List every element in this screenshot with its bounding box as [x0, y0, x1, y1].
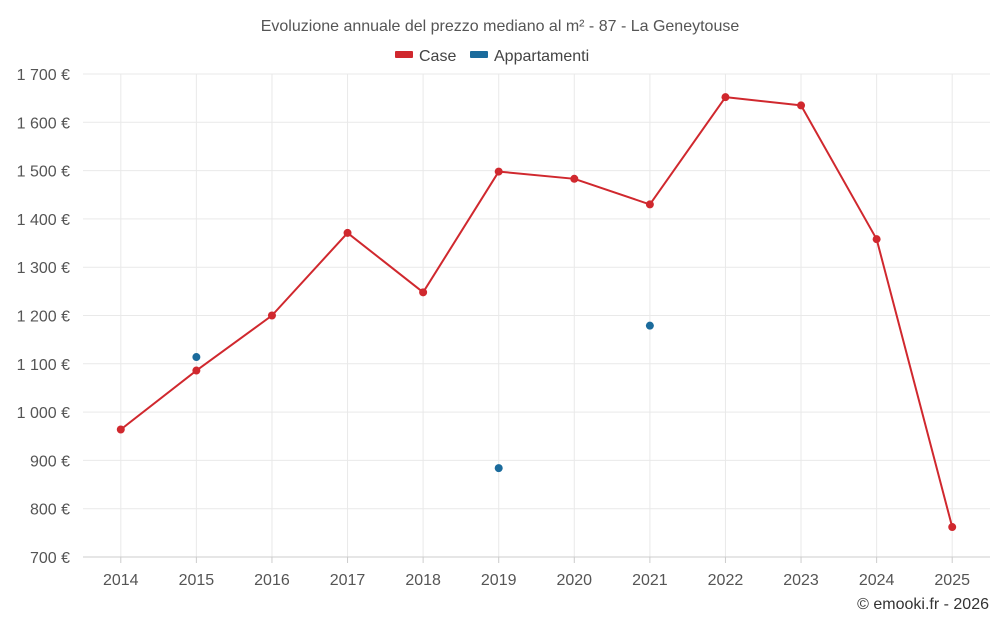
x-tick-label: 2016	[254, 572, 290, 589]
grid	[83, 73, 990, 557]
chart-title: Evoluzione annuale del prezzo mediano al…	[261, 18, 740, 35]
x-tick-label: 2025	[934, 572, 970, 589]
data-point-appartamenti[interactable]	[494, 464, 503, 473]
y-tick-label: 1 500 €	[17, 164, 70, 181]
y-tick-label: 1 700 €	[17, 67, 70, 84]
legend-item-appartamenti[interactable]: Appartamenti	[470, 48, 589, 65]
series-line-case	[120, 96, 954, 528]
data-point-case[interactable]	[419, 288, 428, 297]
y-tick-label: 1 100 €	[17, 357, 70, 374]
data-point-case[interactable]	[570, 174, 579, 183]
legend-item-case[interactable]: Case	[395, 48, 456, 65]
data-point-case[interactable]	[645, 200, 654, 209]
y-tick-label: 1 400 €	[17, 212, 70, 229]
legend: Case Appartamenti	[395, 48, 589, 65]
y-tick-label: 1 300 €	[17, 260, 70, 277]
x-tick-label: 2019	[481, 572, 517, 589]
x-tick-label: 2015	[179, 572, 215, 589]
y-tick-label: 1 200 €	[17, 309, 70, 326]
x-tick-label: 2024	[859, 572, 895, 589]
data-point-case[interactable]	[721, 93, 730, 102]
data-point-case[interactable]	[116, 425, 125, 434]
series	[116, 93, 957, 532]
data-point-case[interactable]	[872, 235, 881, 244]
legend-label-appartamenti: Appartamenti	[494, 48, 589, 65]
y-tick-label: 1 000 €	[17, 405, 70, 422]
x-tick-label: 2023	[783, 572, 819, 589]
y-tick-label: 700 €	[30, 550, 70, 567]
data-point-appartamenti[interactable]	[192, 353, 201, 362]
legend-label-case: Case	[419, 48, 456, 65]
x-tick-label: 2022	[708, 572, 744, 589]
x-tick-label: 2018	[405, 572, 441, 589]
x-tick-label: 2017	[330, 572, 366, 589]
legend-swatch-appartamenti	[470, 51, 488, 58]
y-tick-label: 900 €	[30, 453, 70, 470]
data-point-case[interactable]	[494, 167, 503, 176]
credit-text: © emooki.fr - 2026	[857, 596, 989, 613]
data-point-case[interactable]	[192, 366, 201, 375]
x-tick-label: 2021	[632, 572, 668, 589]
data-point-case[interactable]	[948, 523, 957, 532]
data-point-case[interactable]	[267, 311, 276, 320]
legend-swatch-case	[395, 51, 413, 58]
x-tick-label: 2020	[556, 572, 592, 589]
x-tick-label: 2014	[103, 572, 139, 589]
y-tick-label: 1 600 €	[17, 115, 70, 132]
y-tick-label: 800 €	[30, 502, 70, 519]
x-axis: 2014 2015 2016 2017 2018 2019 2020 2021 2022 2023…	[83, 556, 990, 589]
data-point-case[interactable]	[343, 228, 352, 237]
data-point-appartamenti[interactable]	[645, 321, 654, 330]
y-axis: 700 € 800 € 900 € 1 000 € 1 100 € 1 200 € 1 30…	[17, 67, 70, 567]
data-point-case[interactable]	[797, 101, 806, 110]
